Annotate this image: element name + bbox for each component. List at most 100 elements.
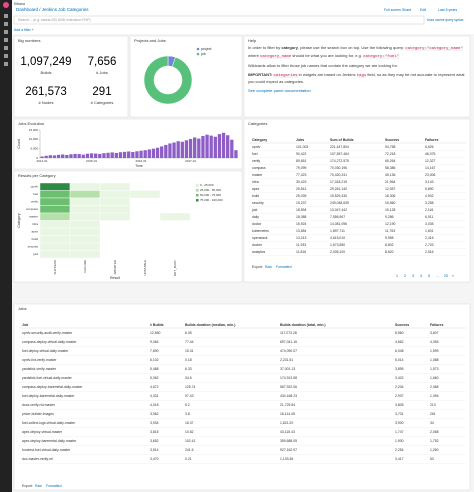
- header-action[interactable]: Share: [402, 8, 411, 12]
- logo-text: Kibana: [14, 2, 25, 6]
- breadcrumb[interactable]: Dashboard / Jenkins Job Categories: [16, 7, 89, 12]
- x-tick-label: NOT_BUILT: [173, 260, 177, 276]
- header-action[interactable]: Last 5 years: [438, 8, 457, 12]
- page-link[interactable]: 1: [396, 274, 398, 278]
- panel-title: Projects and Jobs: [134, 38, 166, 43]
- bar: [164, 144, 168, 158]
- cell: 221,447,804: [330, 145, 349, 149]
- cell: 3,805: [395, 403, 404, 407]
- cell: 46,075: [425, 152, 435, 156]
- column-header[interactable]: Failures: [430, 323, 443, 327]
- cell: 3,962: [150, 412, 159, 416]
- row-label: master: [252, 173, 263, 177]
- search-bar[interactable]: [13, 15, 425, 25]
- nav-icon[interactable]: [4, 46, 8, 50]
- export-link[interactable]: Raw: [265, 265, 272, 269]
- nav-icon[interactable]: [4, 22, 8, 26]
- cell: 3,258: [425, 201, 434, 205]
- bar: [221, 132, 226, 158]
- cell: 3,815: [150, 430, 159, 434]
- bar: [73, 153, 77, 158]
- cell: 13,047,442: [330, 208, 347, 212]
- x-tick-label: 2016-01: [136, 159, 147, 163]
- bar: [61, 154, 65, 158]
- page-link[interactable]: 20: [444, 274, 448, 278]
- cell: 30,423: [296, 180, 306, 184]
- help-text: In order to filter by category, please u…: [248, 45, 466, 97]
- y-tick-label: infra: [32, 222, 38, 226]
- metric-label: # Nodes: [39, 100, 54, 105]
- cell: 1,673,580: [330, 243, 345, 247]
- cell: 3,895: [395, 367, 404, 371]
- legend-label[interactable]: 25,000 - 50,000: [200, 188, 221, 192]
- metric-value: 261,573: [25, 86, 67, 98]
- doc-link[interactable]: See complete panel documentation: [248, 87, 311, 93]
- cell: 10.82: [185, 430, 194, 434]
- nav-icon[interactable]: [4, 62, 8, 66]
- page-link[interactable]: 4: [420, 274, 422, 278]
- cell: 6,626: [425, 145, 434, 149]
- cell: 6,911: [425, 215, 433, 219]
- cell: 107,557,464: [330, 152, 349, 156]
- nav-icon[interactable]: [4, 14, 8, 18]
- column-header[interactable]: Builds duration (median, min.): [185, 323, 235, 327]
- column-header[interactable]: Job: [22, 323, 28, 327]
- export-link[interactable]: Formatted: [276, 265, 292, 269]
- legend-label[interactable]: 75,000 - 100,000: [200, 198, 223, 202]
- panel: [13, 303, 471, 491]
- cell: 17,018,219: [330, 180, 347, 184]
- cell: 13,013: [296, 236, 306, 240]
- cell: 8,560: [395, 331, 404, 335]
- export-link[interactable]: Formatted: [46, 484, 62, 488]
- column-header[interactable]: Jobs: [296, 138, 304, 142]
- metric-value: 1,097,249: [20, 56, 71, 68]
- cell: 15,560: [385, 201, 395, 205]
- query-hint[interactable]: Uses lucene query syntax: [427, 18, 464, 22]
- page-link[interactable]: 3: [412, 274, 414, 278]
- panel: [13, 35, 129, 118]
- nav-icon[interactable]: [4, 30, 8, 34]
- column-header[interactable]: Builds duration (total, min.): [280, 323, 326, 327]
- x-tick-label: UNSTABLE: [143, 260, 147, 276]
- legend-label[interactable]: 50,000 - 75,000: [200, 193, 221, 197]
- legend-label[interactable]: job: [200, 52, 206, 56]
- column-header[interactable]: Success: [385, 138, 399, 142]
- page-link[interactable]: ...: [436, 274, 439, 278]
- nav-icon[interactable]: [4, 54, 8, 58]
- y-tick-label: 0: [36, 156, 38, 160]
- help-paragraph: Wildcards allow to filter those job name…: [248, 63, 466, 69]
- panel-title: Jobs Evolution: [18, 121, 44, 126]
- bar: [188, 138, 193, 158]
- help-segment: IMPORTANT:: [248, 71, 274, 77]
- row-label: kubernetes: [252, 229, 269, 233]
- export-link[interactable]: Raw: [35, 484, 42, 488]
- legend-label[interactable]: project: [201, 47, 212, 51]
- column-header[interactable]: Category: [252, 138, 267, 142]
- heat-cell: [69, 182, 101, 191]
- cell: 1,088: [430, 358, 439, 362]
- metric-value: 291: [92, 86, 111, 98]
- bar: [77, 154, 81, 158]
- cell: 11,816: [296, 250, 306, 254]
- page-link[interactable]: 5: [428, 274, 430, 278]
- column-header[interactable]: Failures: [425, 138, 438, 142]
- add-filter[interactable]: Add a filter +: [14, 28, 34, 32]
- column-header[interactable]: Success: [395, 323, 409, 327]
- column-header[interactable]: # Builds: [150, 323, 164, 327]
- row-label: compass: [252, 166, 266, 170]
- row-label: fuel-deploy-virtual-daily-master: [22, 349, 69, 353]
- nav-icon[interactable]: [4, 38, 8, 42]
- header-action[interactable]: Edit: [420, 8, 426, 12]
- y-tick-label: 15,000: [29, 128, 39, 132]
- page-link[interactable]: »: [452, 274, 454, 278]
- metric-label: # Jobs: [96, 70, 108, 75]
- cell: 18,306: [385, 194, 395, 198]
- bar: [114, 152, 118, 158]
- panel-title: Jobs: [18, 306, 26, 311]
- cell: 12,057: [385, 187, 395, 191]
- header-action[interactable]: Full screen: [384, 8, 401, 12]
- column-header[interactable]: Sum of Builds: [330, 138, 354, 142]
- cell: 5,890: [425, 187, 434, 191]
- page-link[interactable]: 2: [404, 274, 406, 278]
- legend-label[interactable]: 0 - 25,000: [200, 183, 214, 187]
